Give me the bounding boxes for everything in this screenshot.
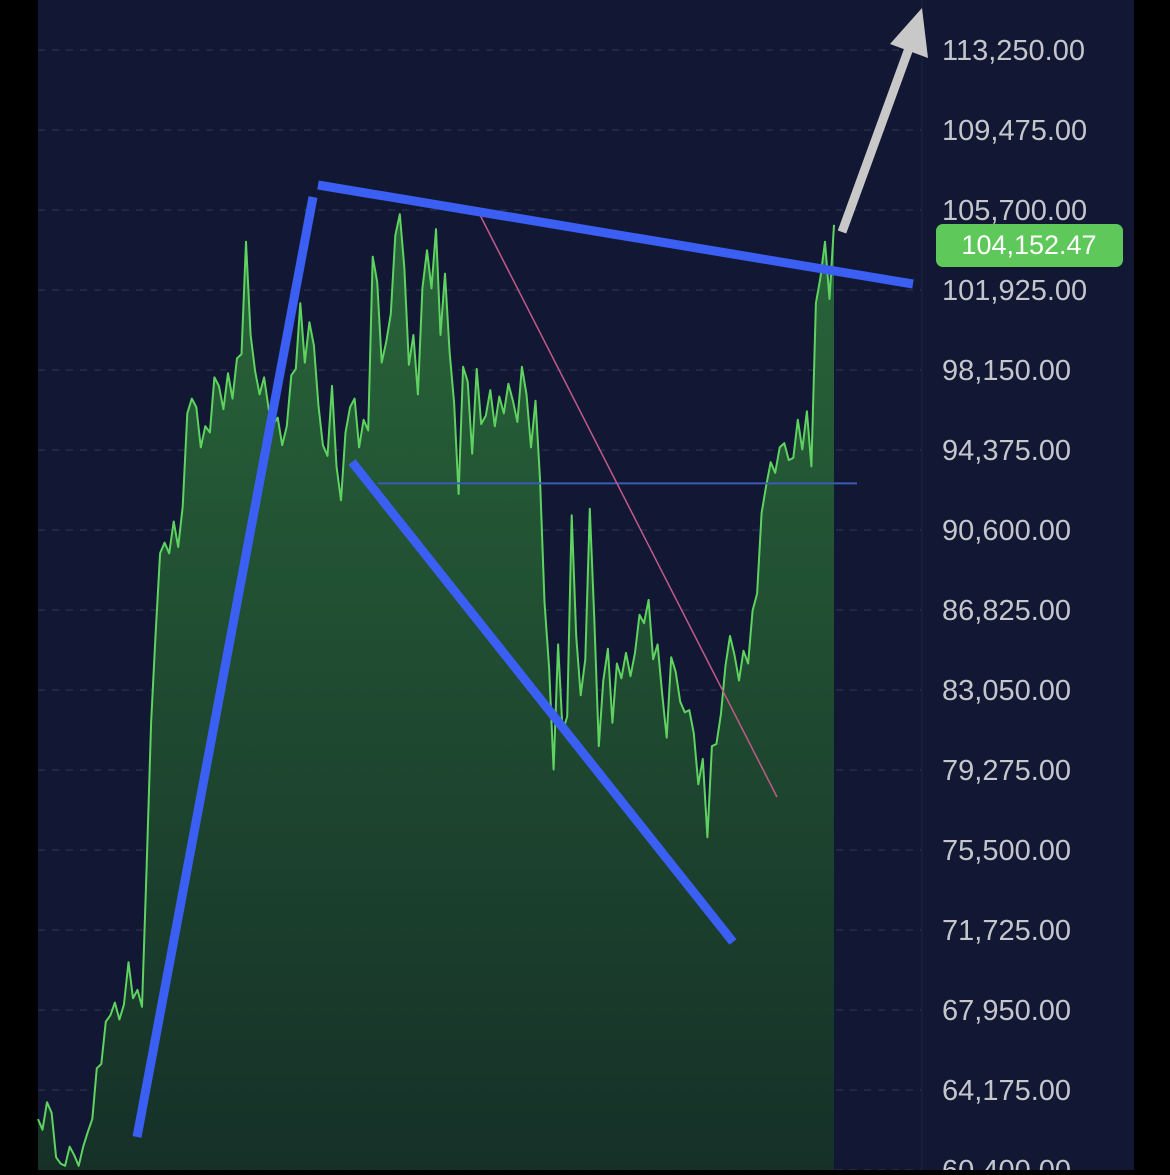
y-tick-label: 109,475.00 <box>942 115 1087 147</box>
price-area <box>38 214 834 1170</box>
upper-resistance-trendline[interactable] <box>317 180 914 289</box>
y-tick-label: 90,600.00 <box>942 515 1071 547</box>
y-tick-label: 71,725.00 <box>942 915 1071 947</box>
y-tick-label: 105,700.00 <box>942 195 1087 227</box>
y-tick-label: 94,375.00 <box>942 435 1071 467</box>
falling-support-trendline[interactable] <box>348 459 737 945</box>
price-line-series <box>37 213 835 1167</box>
magenta-trendline <box>479 214 778 798</box>
y-tick-label: 113,250.00 <box>942 35 1085 67</box>
y-tick-label: 86,825.00 <box>942 595 1071 627</box>
y-tick-label: 83,050.00 <box>942 675 1071 707</box>
last-price-badge: 104,152.47 <box>936 224 1123 267</box>
y-tick-label: 79,275.00 <box>942 755 1071 787</box>
breakout-arrow-head-icon <box>890 8 928 58</box>
y-tick-label: 98,150.00 <box>942 355 1071 387</box>
y-tick-label: 101,925.00 <box>942 275 1087 307</box>
y-tick-label: 64,175.00 <box>942 1075 1071 1107</box>
breakout-arrow-shaft <box>837 38 917 234</box>
y-tick-label: 67,950.00 <box>942 995 1071 1027</box>
price-axis: 113,250.00 109,475.00 105,700.00 101,925.00… <box>942 35 1087 1175</box>
last-price-label: 104,152.47 <box>961 230 1096 260</box>
y-tick-label: 60,400.00 <box>942 1155 1071 1170</box>
rising-trendline[interactable] <box>132 196 318 1138</box>
y-tick-label: 75,500.00 <box>942 835 1071 867</box>
